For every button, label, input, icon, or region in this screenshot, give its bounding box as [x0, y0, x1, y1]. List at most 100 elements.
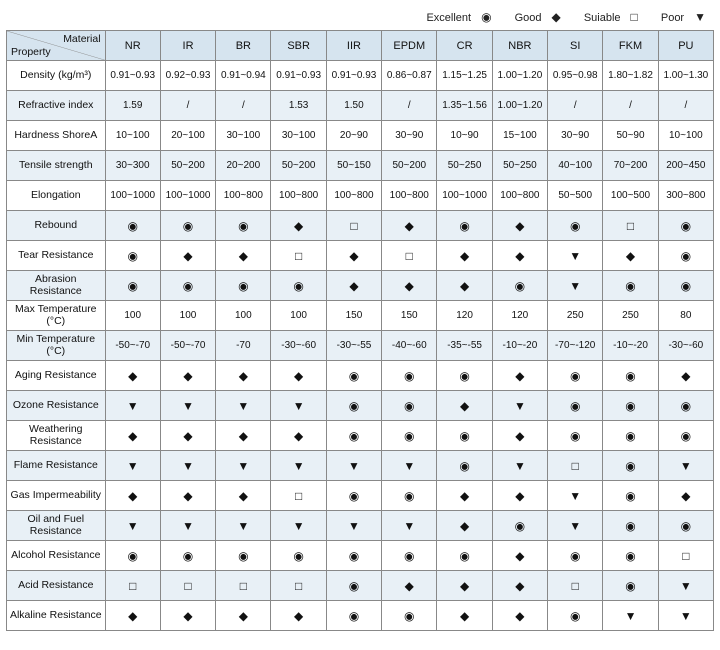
table-cell: 100~500 [603, 181, 658, 211]
table-cell: 50~250 [492, 151, 547, 181]
table-cell: ◉ [382, 601, 437, 631]
table-cell: ◉ [105, 211, 160, 241]
table-cell: ◆ [105, 361, 160, 391]
table-row: Aging Resistance◆◆◆◆◉◉◉◆◉◉◆ [7, 361, 714, 391]
table-cell: 1.53 [271, 91, 326, 121]
table-cell: ◉ [603, 421, 658, 451]
table-cell: ◉ [548, 421, 603, 451]
material-header: IR [160, 31, 215, 61]
table-cell: 100~800 [326, 181, 381, 211]
table-row: Elongation100~1000100~1000100~800100~800… [7, 181, 714, 211]
table-cell: 1.50 [326, 91, 381, 121]
table-row: Refractive index1.59//1.531.50/1.35~1.56… [7, 91, 714, 121]
table-cell: 100~1000 [105, 181, 160, 211]
table-cell: 50~90 [603, 121, 658, 151]
table-cell: ◆ [437, 571, 492, 601]
table-row: Alkaline Resistance◆◆◆◆◉◉◆◆◉▼▼ [7, 601, 714, 631]
property-name: Rebound [7, 211, 106, 241]
table-cell: 100 [271, 301, 326, 331]
table-cell: ▼ [658, 451, 713, 481]
table-cell: 10~100 [105, 121, 160, 151]
material-header: EPDM [382, 31, 437, 61]
table-row: Abrasion Resistance◉◉◉◉◆◆◆◉▼◉◉ [7, 271, 714, 301]
table-cell: ◆ [271, 211, 326, 241]
table-cell: 100~800 [492, 181, 547, 211]
table-cell: ◆ [105, 421, 160, 451]
header-row: Material Property NRIRBRSBRIIREPDMCRNBRS… [7, 31, 714, 61]
table-cell: 1.00~1.30 [658, 61, 713, 91]
table-cell: 100 [160, 301, 215, 331]
table-cell: -50~-70 [160, 331, 215, 361]
table-cell: / [658, 91, 713, 121]
table-cell: ▼ [160, 451, 215, 481]
table-cell: ◆ [492, 601, 547, 631]
table-cell: ◆ [437, 391, 492, 421]
table-row: Hardness ShoreA10~10020~10030~10030~1002… [7, 121, 714, 151]
table-cell: ◉ [658, 391, 713, 421]
table-cell: -30~-60 [271, 331, 326, 361]
table-cell: 80 [658, 301, 713, 331]
table-cell: ◉ [271, 271, 326, 301]
table-cell: ▼ [216, 391, 271, 421]
property-name: Refractive index [7, 91, 106, 121]
material-header: CR [437, 31, 492, 61]
property-name: Oil and Fuel Resistance [7, 511, 106, 541]
table-row: Acid Resistance□□□□◉◆◆◆□◉▼ [7, 571, 714, 601]
table-cell: ◉ [603, 571, 658, 601]
table-cell: ◆ [437, 271, 492, 301]
table-cell: □ [105, 571, 160, 601]
material-header: BR [216, 31, 271, 61]
table-cell: ◆ [216, 481, 271, 511]
table-cell: 30~90 [382, 121, 437, 151]
table-row: Max Temperature (°C)10010010010015015012… [7, 301, 714, 331]
table-cell: ◆ [492, 541, 547, 571]
table-cell: 0.91~0.93 [326, 61, 381, 91]
table-cell: 150 [326, 301, 381, 331]
material-header: SBR [271, 31, 326, 61]
table-cell: 20~200 [216, 151, 271, 181]
table-cell: ▼ [548, 271, 603, 301]
table-cell: 1.80~1.82 [603, 61, 658, 91]
table-cell: ◆ [492, 571, 547, 601]
table-cell: ◆ [271, 421, 326, 451]
table-cell: / [216, 91, 271, 121]
table-cell: ◉ [548, 361, 603, 391]
table-cell: 50~500 [548, 181, 603, 211]
table-cell: ◆ [216, 601, 271, 631]
table-cell: 100~1000 [160, 181, 215, 211]
table-cell: ◉ [216, 211, 271, 241]
table-cell: ◉ [437, 421, 492, 451]
property-name: Elongation [7, 181, 106, 211]
table-cell: ◉ [160, 211, 215, 241]
table-cell: -30~-55 [326, 331, 381, 361]
table-cell: ◉ [548, 541, 603, 571]
table-cell: ▼ [548, 241, 603, 271]
table-cell: ◉ [326, 601, 381, 631]
table-cell: -70~-120 [548, 331, 603, 361]
material-header: FKM [603, 31, 658, 61]
table-cell: ▼ [105, 391, 160, 421]
table-cell: ◉ [437, 211, 492, 241]
property-name: Flame Resistance [7, 451, 106, 481]
table-cell: / [160, 91, 215, 121]
table-cell: □ [271, 481, 326, 511]
property-name: Tear Resistance [7, 241, 106, 271]
table-cell: ▼ [216, 451, 271, 481]
property-name: Ozone Resistance [7, 391, 106, 421]
table-cell: 30~100 [216, 121, 271, 151]
table-cell: -40~-60 [382, 331, 437, 361]
table-cell: ▼ [271, 391, 326, 421]
table-cell: 0.86~0.87 [382, 61, 437, 91]
table-cell: □ [548, 451, 603, 481]
rating-legend: Excellent◉ Good◆ Suiable□ Poor▼ [6, 6, 714, 30]
legend-good-label: Good [515, 12, 542, 24]
table-cell: 100~800 [382, 181, 437, 211]
table-cell: -35~-55 [437, 331, 492, 361]
legend-excellent-label: Excellent [426, 12, 471, 24]
table-cell: □ [216, 571, 271, 601]
table-cell: ◉ [603, 271, 658, 301]
table-cell: ◉ [492, 511, 547, 541]
table-cell: ◆ [603, 241, 658, 271]
table-cell: ◆ [492, 421, 547, 451]
table-cell: 1.00~1.20 [492, 91, 547, 121]
